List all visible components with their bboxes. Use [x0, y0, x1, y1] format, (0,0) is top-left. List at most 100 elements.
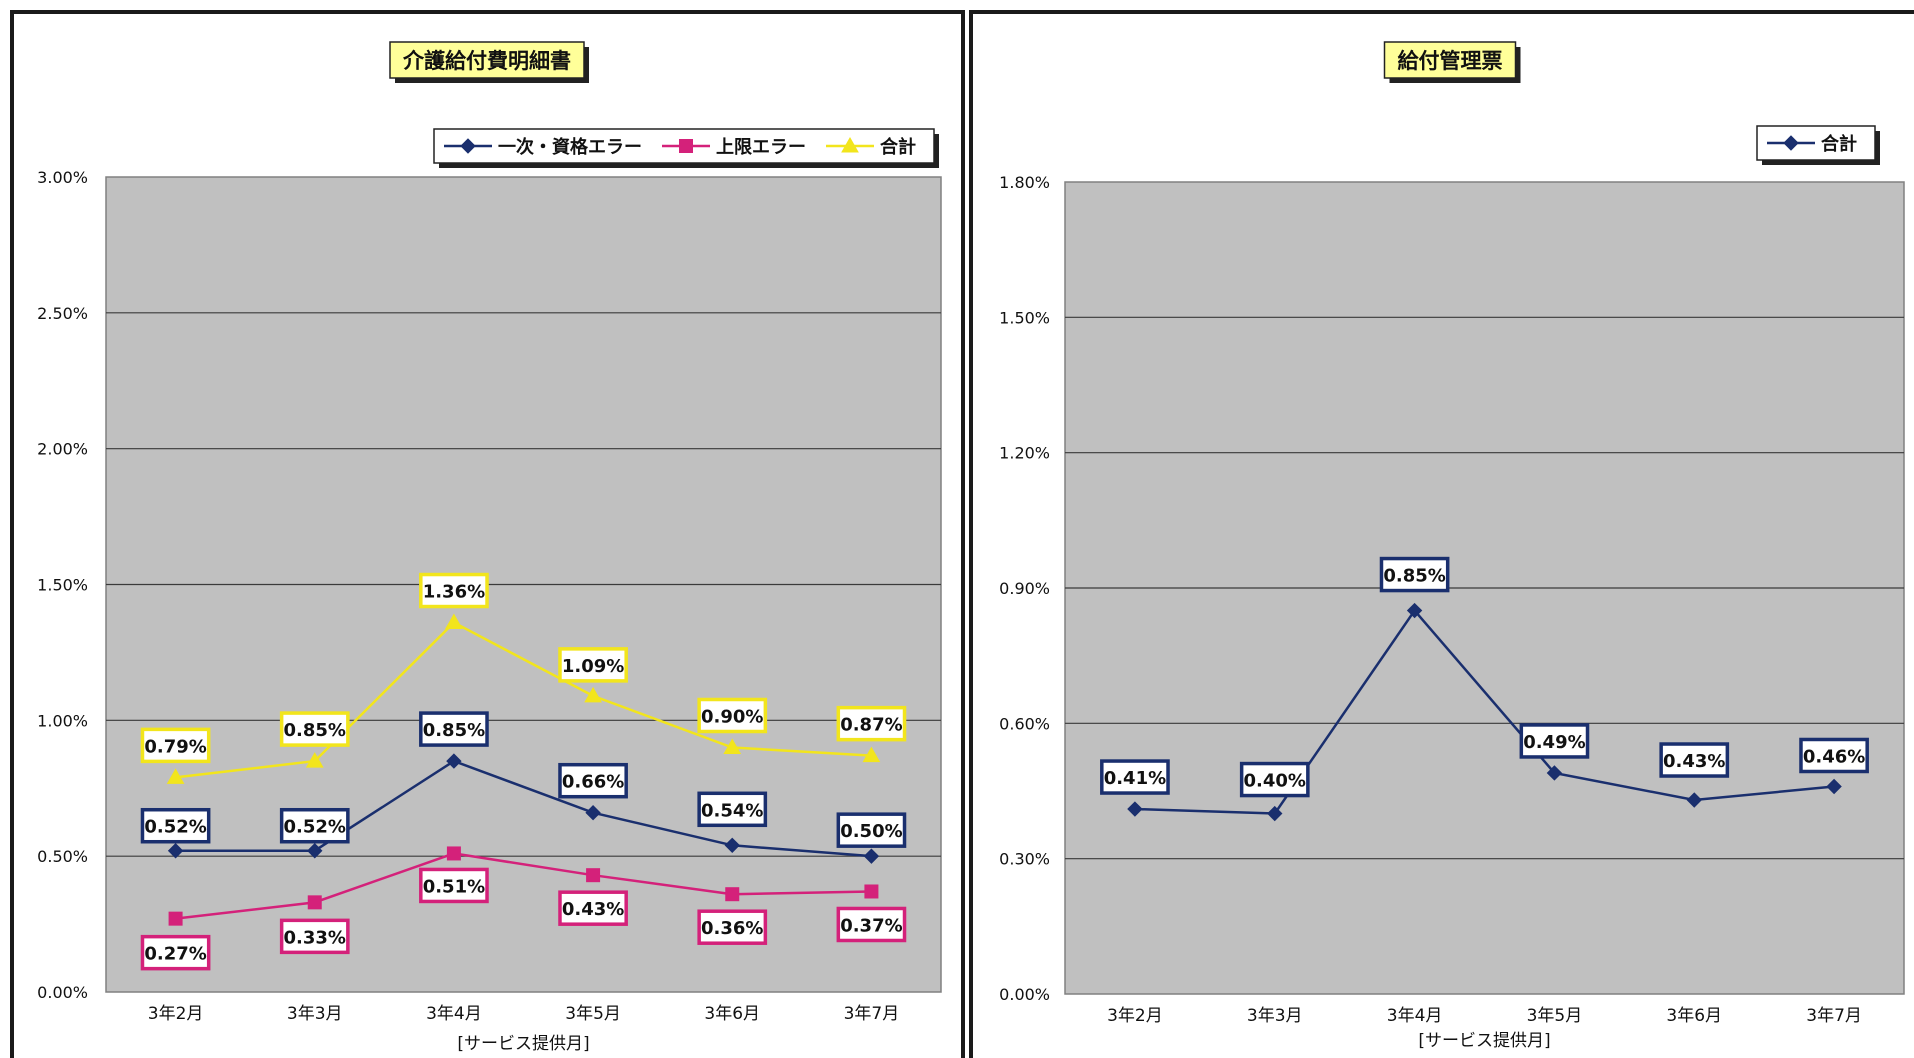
- data-label: 0.52%: [144, 817, 206, 838]
- data-label: 0.85%: [423, 720, 485, 741]
- data-point: [1406, 602, 1423, 619]
- data-point: [724, 837, 740, 854]
- data-point: [446, 753, 462, 769]
- data-point: [1826, 778, 1842, 795]
- x-axis-title: [サービス提供月]: [457, 1034, 589, 1054]
- data-label-box: [558, 647, 628, 683]
- data-label: 0.43%: [1663, 751, 1725, 772]
- data-point: [305, 752, 324, 768]
- series-1: 0.52% 0.52% 0.85% 0.66% 0.54% 0.50%: [140, 711, 907, 864]
- x-tick-label: 3年2月: [148, 1004, 204, 1024]
- legend-marker: [1783, 135, 1799, 151]
- data-point: [585, 804, 601, 821]
- chart-title: 介護給付費明細書: [402, 49, 571, 73]
- data-point: [863, 848, 880, 864]
- data-label: 0.50%: [840, 821, 902, 842]
- data-point: [168, 911, 183, 926]
- y-tick-label: 2.50%: [37, 304, 88, 323]
- legend-marker: [460, 138, 476, 154]
- data-label: 0.43%: [562, 899, 624, 920]
- data-label-box: [836, 705, 907, 742]
- data-label: 0.87%: [840, 715, 902, 736]
- x-tick-label: 3年7月: [1806, 1006, 1862, 1026]
- data-label-box: [697, 697, 768, 734]
- series-line: [175, 620, 872, 779]
- data-label-box: [697, 909, 768, 945]
- data-label: 0.52%: [284, 817, 346, 838]
- data-label: 0.49%: [1523, 732, 1585, 753]
- x-tick-label: 3年7月: [844, 1004, 900, 1024]
- x-tick-label: 3年5月: [1527, 1006, 1583, 1026]
- data-point: [723, 738, 742, 754]
- y-tick-label: 0.50%: [37, 847, 88, 866]
- legend: 合計: [1756, 125, 1880, 165]
- data-point: [1686, 792, 1702, 808]
- data-label-box: [1659, 742, 1730, 778]
- y-tick-label: 0.00%: [37, 983, 88, 1002]
- data-label: 0.66%: [562, 772, 624, 793]
- data-point: [445, 613, 463, 630]
- x-tick-label: 3年4月: [1387, 1006, 1443, 1026]
- y-tick-label: 2.00%: [37, 440, 88, 459]
- data-label-box: [1379, 556, 1450, 593]
- y-tick-label: 1.80%: [999, 173, 1050, 192]
- data-point: [725, 887, 740, 902]
- data-label-box: [1100, 759, 1170, 795]
- legend-label: 一次・資格エラー: [498, 136, 642, 158]
- data-point: [307, 895, 322, 910]
- x-tick-label: 3年4月: [426, 1004, 482, 1024]
- series-line: [175, 759, 872, 858]
- data-point: [446, 846, 461, 861]
- data-label-box: [279, 918, 350, 955]
- data-label-box: [1519, 723, 1590, 759]
- series-1: 0.41% 0.40% 0.85% 0.49% 0.43% 0.46%: [1100, 556, 1869, 822]
- x-axis-title: [サービス提供月]: [1418, 1031, 1550, 1051]
- data-label-box: [279, 807, 350, 844]
- data-label: 0.85%: [1383, 566, 1445, 587]
- data-label: 0.54%: [701, 800, 763, 821]
- x-tick-label: 3年5月: [565, 1004, 621, 1024]
- data-point: [1127, 801, 1143, 817]
- x-tick-label: 3年6月: [1666, 1006, 1722, 1026]
- data-point: [864, 884, 879, 899]
- data-label-box: [697, 791, 768, 828]
- data-label: 0.33%: [284, 927, 346, 948]
- data-point: [167, 843, 184, 859]
- data-label: 1.09%: [562, 656, 624, 677]
- series-line: [175, 852, 872, 920]
- data-point: [307, 843, 323, 859]
- y-tick-label: 0.90%: [999, 579, 1050, 598]
- x-tick-label: 3年3月: [1247, 1006, 1303, 1026]
- data-label: 0.51%: [423, 876, 485, 897]
- data-label-box: [1799, 737, 1869, 774]
- data-label-box: [419, 867, 489, 904]
- data-label: 0.36%: [701, 918, 763, 939]
- data-label: 0.37%: [840, 915, 902, 936]
- data-label-box: [140, 807, 211, 844]
- data-label: 0.79%: [144, 736, 206, 757]
- y-tick-label: 1.20%: [999, 444, 1050, 463]
- legend-label: 合計: [880, 136, 916, 158]
- legend-label: 上限エラー: [716, 137, 806, 158]
- data-label: 0.41%: [1104, 768, 1166, 789]
- legend: 一次・資格エラー 上限エラー 合計: [433, 128, 939, 168]
- data-label-box: [836, 812, 907, 848]
- legend-marker: [679, 139, 693, 153]
- series-2: 0.27% 0.33% 0.51% 0.43% 0.36% 0.37%: [140, 846, 907, 971]
- data-label-box: [1239, 761, 1310, 798]
- data-label: 1.36%: [423, 582, 485, 603]
- data-label: 0.85%: [284, 720, 346, 741]
- y-tick-label: 0.00%: [999, 985, 1050, 1004]
- legend-marker: [841, 136, 859, 153]
- y-tick-label: 1.50%: [37, 576, 88, 595]
- data-label: 0.90%: [701, 707, 763, 728]
- data-point: [584, 686, 602, 703]
- data-point: [1267, 805, 1283, 822]
- data-label-box: [558, 890, 628, 926]
- data-label-box: [279, 711, 350, 747]
- chart-title-box: [1383, 41, 1517, 79]
- data-label: 0.40%: [1244, 771, 1306, 792]
- data-point: [586, 868, 601, 883]
- data-point: [166, 768, 185, 784]
